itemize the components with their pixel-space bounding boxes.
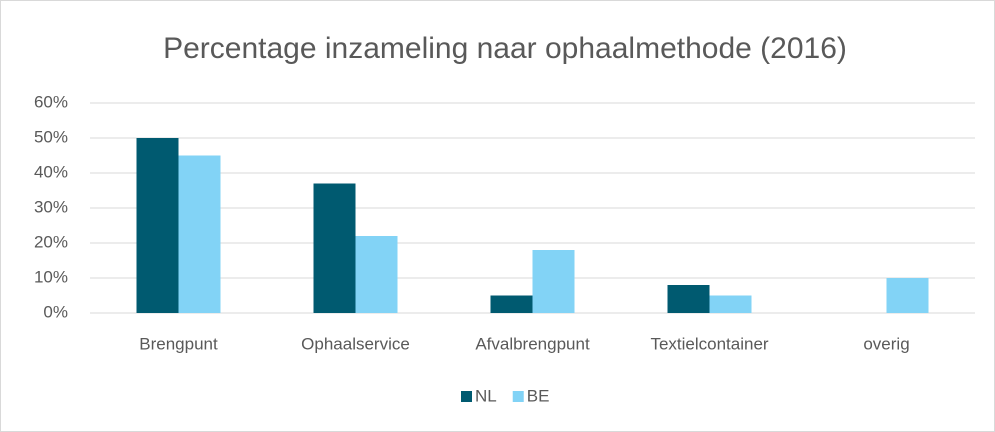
bar [709, 295, 752, 313]
bar [136, 138, 179, 313]
x-tick-label: Textielcontainer [650, 334, 768, 353]
y-tick-label: 0% [43, 302, 68, 321]
bar [886, 278, 929, 313]
y-tick-label: 60% [34, 92, 68, 111]
y-tick-label: 40% [34, 162, 68, 181]
x-tick-label: Afvalbrengpunt [475, 334, 590, 353]
bar [532, 250, 575, 313]
legend-label: NL [475, 386, 497, 405]
x-tick-label: overig [863, 334, 909, 353]
y-tick-label: 50% [34, 127, 68, 146]
bar [667, 285, 710, 313]
bar [178, 155, 221, 313]
x-tick-label: Ophaalservice [301, 334, 410, 353]
legend-swatch [461, 391, 472, 402]
x-tick-label: Brengpunt [139, 334, 218, 353]
bar [490, 295, 533, 313]
y-tick-label: 10% [34, 267, 68, 286]
y-tick-label: 20% [34, 232, 68, 251]
bar [313, 183, 356, 313]
y-tick-label: 30% [34, 197, 68, 216]
legend-label: BE [527, 386, 550, 405]
chart-title: Percentage inzameling naar ophaalmethode… [163, 32, 847, 65]
bar [355, 236, 398, 313]
legend-swatch [512, 391, 524, 402]
